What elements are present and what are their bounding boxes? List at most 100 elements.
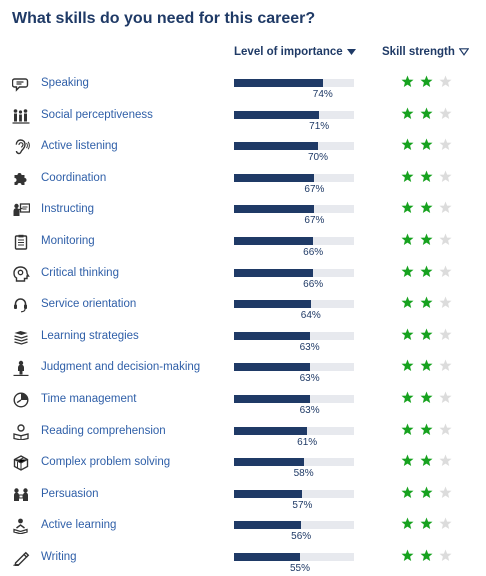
star-filled-icon: [401, 454, 414, 467]
skills-list: Speaking 74% Social perceptiveness 71% Activ…: [0, 69, 486, 575]
skill-strength-rating: [401, 138, 452, 151]
skill-row: Critical thinking 66%: [0, 259, 486, 291]
importance-percent: 58%: [293, 468, 314, 480]
importance-bar: [234, 268, 354, 277]
importance-bar: [234, 205, 354, 214]
skill-name-link[interactable]: Coordination: [41, 171, 107, 184]
skill-row: Social perceptiveness 71%: [0, 101, 486, 133]
importance-bar: [234, 521, 354, 530]
skill-name-link[interactable]: Reading comprehension: [41, 424, 166, 437]
star-filled-icon: [401, 296, 414, 309]
skill-row: Instructing 67%: [0, 195, 486, 227]
star-filled-icon: [420, 486, 433, 499]
skill-row: Learning strategies 63%: [0, 322, 486, 354]
star-filled-icon: [420, 391, 433, 404]
strength-sort-header[interactable]: Skill strength: [382, 46, 469, 58]
star-filled-icon: [401, 328, 414, 341]
people-icon: [12, 108, 30, 124]
star-filled-icon: [401, 107, 414, 120]
persuasion-icon: [12, 487, 30, 503]
importance-percent: 74%: [312, 89, 333, 100]
importance-percent: 70%: [307, 152, 329, 164]
star-filled-icon: [420, 75, 433, 88]
star-filled-icon: [401, 75, 414, 88]
skill-name-link[interactable]: Active learning: [41, 519, 117, 532]
star-filled-icon: [401, 265, 414, 278]
importance-percent: 63%: [299, 404, 320, 416]
importance-bar: [234, 142, 354, 151]
clock-icon: [12, 392, 30, 408]
star-filled-icon: [420, 517, 433, 530]
importance-bar-fill: [234, 394, 310, 403]
star-filled-icon: [420, 107, 433, 120]
star-empty-icon: [439, 391, 452, 404]
books-icon: [12, 329, 30, 345]
skill-name-link[interactable]: Service orientation: [41, 298, 137, 311]
star-filled-icon: [401, 549, 414, 562]
importance-bar: [234, 236, 354, 245]
skill-name-link[interactable]: Writing: [41, 550, 77, 563]
importance-percent: 64%: [300, 310, 321, 322]
importance-bar-fill: [234, 268, 314, 277]
skill-name-link[interactable]: Active listening: [41, 140, 118, 153]
importance-bar-fill: [234, 458, 304, 467]
importance-percent: 56%: [291, 531, 312, 543]
skill-strength-rating: [401, 201, 452, 214]
skill-name-link[interactable]: Speaking: [41, 77, 89, 89]
importance-bar: [234, 394, 354, 403]
star-empty-icon: [439, 359, 452, 372]
importance-bar-fill: [234, 489, 303, 498]
importance-header-label: Level of importance: [234, 46, 343, 58]
star-empty-icon: [439, 486, 452, 499]
star-filled-icon: [420, 296, 433, 309]
importance-bar-fill: [234, 363, 310, 372]
importance-bar-fill: [234, 110, 320, 119]
puzzle-icon: [12, 171, 30, 187]
presenter-icon: [12, 202, 30, 218]
skill-strength-rating: [401, 454, 452, 467]
skill-name-link[interactable]: Judgment and decision-making: [41, 361, 201, 374]
star-empty-icon: [439, 265, 452, 278]
importance-percent: 61%: [297, 436, 318, 448]
skill-row: Persuasion 57%: [0, 480, 486, 512]
ear-icon: [12, 139, 30, 155]
headset-icon: [12, 297, 30, 313]
star-filled-icon: [420, 201, 433, 214]
skill-strength-rating: [401, 517, 452, 530]
skill-name-link[interactable]: Persuasion: [41, 487, 99, 500]
skill-name-link[interactable]: Complex problem solving: [41, 456, 171, 469]
star-filled-icon: [420, 170, 433, 183]
skill-strength-rating: [401, 359, 452, 372]
skill-name-link[interactable]: Learning strategies: [41, 329, 139, 342]
skill-strength-rating: [401, 107, 452, 120]
importance-bar-fill: [234, 331, 310, 340]
star-filled-icon: [420, 549, 433, 562]
skill-strength-rating: [401, 423, 452, 436]
skill-strength-rating: [401, 328, 452, 341]
importance-percent: 66%: [303, 246, 324, 258]
caret-down-outline-icon: [458, 48, 469, 56]
importance-bar: [234, 331, 354, 340]
star-filled-icon: [401, 486, 414, 499]
skill-name-link[interactable]: Monitoring: [41, 234, 95, 247]
star-empty-icon: [439, 170, 452, 183]
skill-row: Writing 55%: [0, 543, 486, 575]
star-empty-icon: [439, 75, 452, 88]
importance-bar-fill: [234, 521, 302, 530]
skill-strength-rating: [401, 75, 452, 88]
skill-name-link[interactable]: Instructing: [41, 203, 95, 216]
star-filled-icon: [401, 170, 414, 183]
skill-row: Monitoring 66%: [0, 227, 486, 259]
importance-bar-fill: [234, 300, 311, 309]
star-filled-icon: [401, 201, 414, 214]
importance-bar-fill: [234, 142, 318, 151]
importance-sort-header[interactable]: Level of importance: [234, 46, 356, 58]
skill-name-link[interactable]: Time management: [41, 392, 137, 405]
skill-row: Service orientation 64%: [0, 290, 486, 322]
skill-name-link[interactable]: Critical thinking: [41, 266, 119, 279]
star-filled-icon: [420, 265, 433, 278]
star-empty-icon: [439, 138, 452, 151]
skill-name-link[interactable]: Social perceptiveness: [41, 108, 153, 121]
skill-row: Active listening 70%: [0, 132, 486, 164]
importance-percent: 57%: [292, 499, 313, 511]
